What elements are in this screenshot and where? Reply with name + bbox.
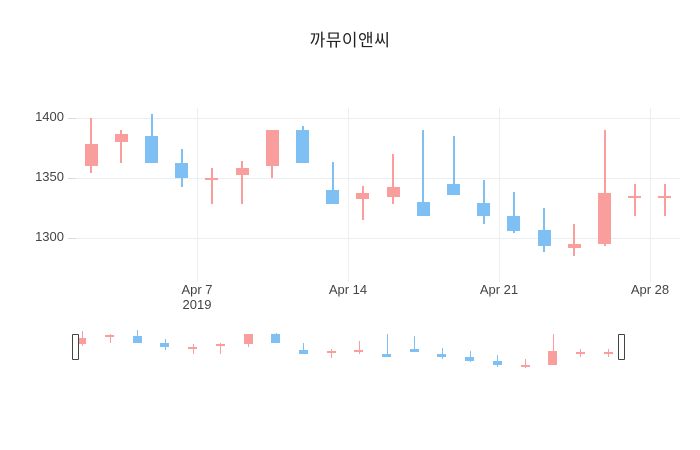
candlestick-body	[538, 229, 551, 247]
candlestick-wick	[392, 153, 394, 205]
range-selector-candlestick-body	[604, 351, 613, 354]
range-selector-candlestick-body	[465, 357, 474, 362]
candlestick-body	[356, 193, 369, 200]
candlestick-body	[85, 144, 98, 166]
x-axis-tick-label-year: 2019	[182, 297, 212, 312]
candlestick-wick	[453, 135, 455, 193]
candlestick-wick	[483, 180, 485, 224]
gridline-horizontal	[76, 178, 680, 179]
candlestick-body	[145, 135, 158, 164]
candlestick-wick	[634, 183, 636, 217]
candlestick-body	[568, 243, 581, 248]
candlestick-wick	[604, 129, 606, 247]
x-axis-tick-label-date: Apr 7	[181, 282, 213, 297]
candlestick-body	[205, 177, 218, 180]
range-selector-candlestick-body	[105, 335, 114, 338]
candlestick-body	[115, 134, 128, 142]
candlestick-body	[598, 193, 611, 244]
range-selector-candlestick-wick	[414, 335, 415, 351]
gridline-vertical	[348, 108, 349, 282]
candlestick-wick	[422, 129, 424, 217]
y-axis-tick-label: 1400	[35, 109, 64, 124]
x-axis-tick-label: Apr 7 2019	[147, 282, 247, 312]
chart-title: 까뮤이앤씨	[309, 31, 391, 50]
candlestick-body	[296, 129, 309, 164]
range-selector-candlestick-body	[271, 334, 280, 344]
candlestick-wick	[664, 183, 666, 217]
candlestick-body	[507, 216, 520, 231]
candlestick-body	[447, 183, 460, 195]
range-selector-candlestick-wick	[525, 359, 526, 368]
range-selector-candlestick-wick	[359, 340, 360, 355]
range-selector-candlestick-wick	[553, 334, 554, 366]
y-axis-tick-mark	[68, 238, 76, 239]
range-selector-candlestick-body	[548, 351, 557, 365]
y-axis-tick-mark	[68, 178, 76, 179]
candlestick-body	[326, 189, 339, 205]
range-selector-right-handle[interactable]	[618, 334, 625, 360]
candlestick-body	[628, 195, 641, 198]
range-selector-left-handle[interactable]	[72, 334, 79, 360]
range-selector-candlestick-wick	[442, 347, 443, 360]
candlestick-body	[266, 129, 279, 166]
range-selector-candlestick-wick	[303, 342, 304, 355]
range-selector-candlestick-body	[521, 364, 530, 367]
x-axis-tick-label: Apr 21	[449, 282, 549, 297]
range-selector-candlestick-body	[299, 350, 308, 355]
candlestick-wick	[362, 186, 364, 220]
range-selector-candlestick-wick	[470, 350, 471, 362]
range-selector-candlestick-wick	[110, 334, 111, 344]
range-selector-candlestick-body	[77, 338, 86, 344]
range-selector-candlestick-body	[188, 347, 197, 350]
range-selector-candlestick-body	[493, 360, 502, 366]
range-selector-candlestick-body	[354, 349, 363, 353]
gridline-horizontal	[76, 118, 680, 119]
range-selector-candlestick-body	[133, 335, 142, 344]
candlestick-body	[236, 168, 249, 176]
x-axis-tick-label: Apr 28	[600, 282, 700, 297]
range-selector-candlestick-body	[160, 343, 169, 348]
gridline-horizontal	[76, 238, 680, 239]
x-axis-tick-label-date: Apr 28	[630, 282, 670, 297]
candlestick-wick	[573, 223, 575, 256]
range-selector-candlestick-body	[576, 351, 585, 354]
range-selector-candlestick-wick	[331, 349, 332, 359]
candlestick-body	[417, 201, 430, 217]
range-selector-candlestick-body	[327, 351, 336, 354]
range-selector-candlestick-body	[244, 334, 253, 344]
candlestick-wick	[211, 168, 213, 205]
range-selector-candlestick-body	[437, 353, 446, 358]
y-axis-tick-label: 1300	[35, 229, 64, 244]
candlestick-body	[658, 195, 671, 198]
range-selector-candlestick-body	[382, 353, 391, 358]
x-axis-tick-label: Apr 14	[298, 282, 398, 297]
candlestick-body	[387, 187, 400, 198]
candlestick-body	[477, 203, 490, 217]
y-axis-tick-label: 1350	[35, 169, 64, 184]
gridline-vertical	[499, 108, 500, 282]
candlestick-wick	[513, 192, 515, 234]
x-axis-tick-label-date: Apr 14	[328, 282, 368, 297]
y-axis-tick-mark	[68, 118, 76, 119]
candlestick-wick	[241, 160, 243, 205]
gridline-vertical	[197, 108, 198, 282]
range-selector-candlestick-body	[410, 348, 419, 352]
candlestick-wick	[332, 162, 334, 205]
range-selector-candlestick-wick	[193, 344, 194, 355]
candlestick-body	[175, 163, 188, 178]
candlestick-wick	[120, 129, 122, 164]
range-selector-candlestick-body	[216, 344, 225, 347]
range-selector-candlestick-wick	[220, 342, 221, 355]
range-selector-candlestick-wick	[387, 334, 388, 358]
x-axis-tick-label-date: Apr 21	[479, 282, 519, 297]
gridline-vertical	[650, 108, 651, 282]
